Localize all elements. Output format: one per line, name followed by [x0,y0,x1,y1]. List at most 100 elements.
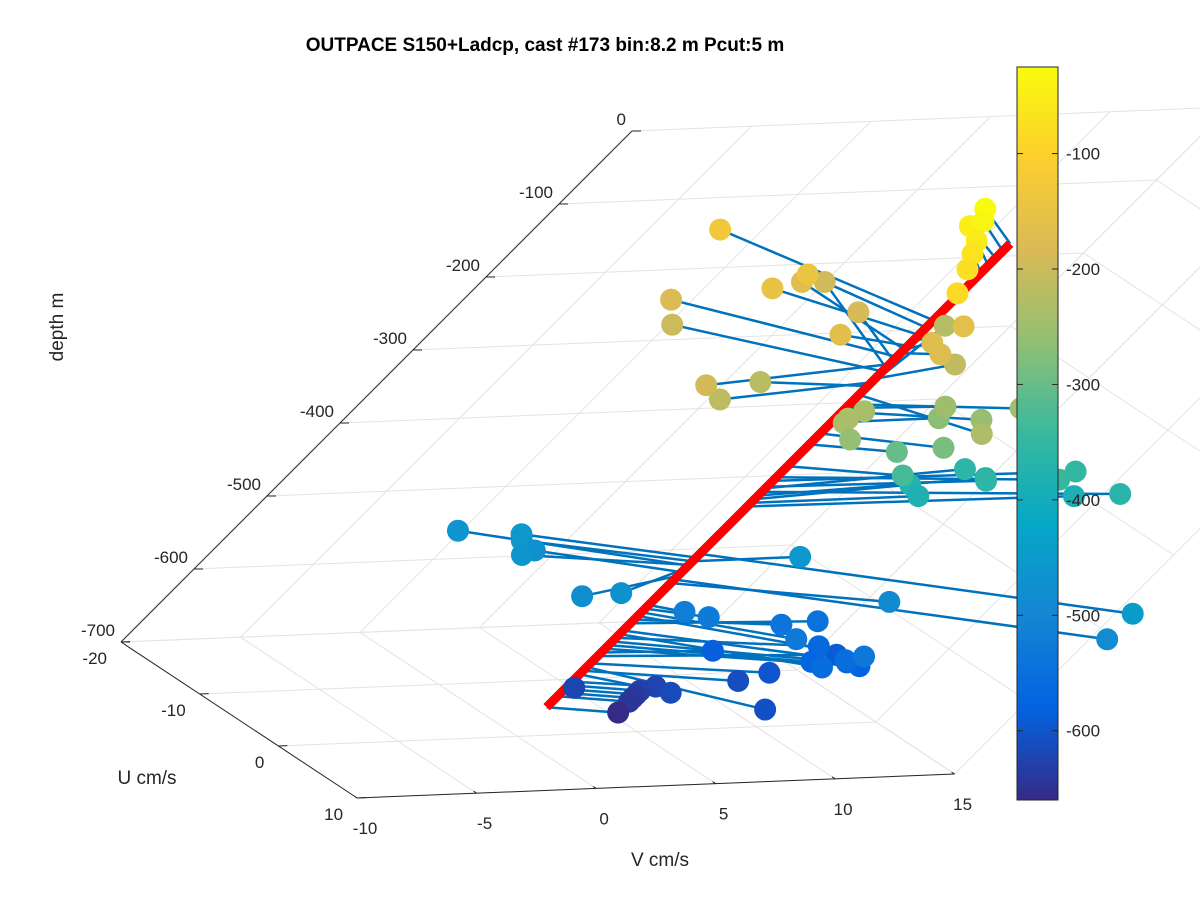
data-marker [789,545,812,568]
data-marker [1064,460,1087,483]
velocity-vector [670,581,890,604]
data-marker [761,277,784,300]
grid-line [718,617,955,775]
z-axis-line [120,130,633,643]
velocity-vector [546,705,619,714]
colorbar-tick-label: -300 [1066,375,1100,394]
data-marker [907,485,930,508]
data-marker [970,422,993,445]
x-tick-label: 10 [834,800,853,819]
data-marker [709,218,732,241]
colorbar-tick-label: -500 [1066,606,1100,625]
data-markers [446,197,1144,724]
velocity-vector [760,380,868,388]
data-marker [754,698,777,721]
grid-line [199,669,798,695]
data-marker [695,374,718,397]
data-marker [885,440,908,463]
data-marker [834,649,857,672]
data-marker [660,288,683,311]
velocity-vector [457,529,689,567]
data-marker [853,645,876,668]
data-marker [1121,602,1144,625]
data-marker [673,600,696,623]
velocity-vector [692,555,801,563]
data-marker [571,585,594,608]
velocity-vector [820,432,944,450]
data-marker [661,313,684,336]
grid-line [1156,179,1200,210]
data-marker [749,371,772,394]
data-marker [697,606,720,629]
grid-line [558,179,1157,205]
x-tick-label: -10 [353,819,378,838]
data-marker [932,436,955,459]
data-marker [785,628,808,651]
data-marker [956,258,979,281]
velocity-vector [670,298,898,359]
data-marker [708,388,731,411]
y-tick-label: 10 [324,805,343,824]
data-marker [953,458,976,481]
z-tick-label: 0 [617,110,626,129]
z-tick-label: -200 [446,256,480,275]
grid-line [954,527,1200,775]
velocity-vector [601,649,713,654]
velocity-vector [699,552,1133,615]
velocity-vector [581,574,679,598]
grid-line [875,397,1200,723]
x-tick-label: -5 [477,814,492,833]
data-marker [610,582,633,605]
velocity-vector [758,476,986,497]
y-tick-label: -10 [161,701,186,720]
y-axis-label: U cm/s [117,768,176,789]
data-marker [839,428,862,451]
colorbar-ticks: -100 -200 -300 -400 -500 -600 [1017,145,1100,741]
data-marker [832,412,855,434]
chart-title: OUTPACE S150+Ladcp, cast #173 bin:8.2 m … [306,35,785,56]
colorbar-tick-label: -400 [1066,491,1100,510]
grid-line [412,325,1011,351]
velocity-vector [823,281,888,369]
colorbar-frame [1016,66,1059,801]
data-marker [510,544,533,567]
velocity-vector [583,669,739,683]
data-marker [758,661,781,684]
velocity-vector [534,549,682,574]
data-marker [878,590,901,613]
data-marker [829,323,852,346]
data-marker [952,315,975,338]
colorbar-tick-label: -200 [1066,260,1100,279]
x-tick-mark [592,785,597,789]
z-tick-label: -300 [373,329,407,348]
z-axis-label: depth m [47,293,68,362]
data-marker [1109,483,1132,506]
velocity-vector [787,465,903,477]
data-marker [934,395,957,418]
grid-line [864,471,1101,629]
velocity-vector [874,363,956,380]
x-tick-mark [353,795,358,799]
x-tick-mark [473,790,477,794]
data-marker [972,210,995,233]
x-tick-label: 5 [719,805,728,824]
data-marker [813,270,836,293]
data-marker [446,519,469,542]
colorbar-tick-label: -600 [1066,722,1100,741]
z-tick-label: -700 [81,621,115,640]
data-marker [929,343,952,366]
grid-line [359,631,597,789]
data-marker [563,676,586,699]
velocity-vector [641,611,797,641]
data-marker [607,701,630,724]
y-tick-label: 0 [255,753,264,772]
axes-lines [120,130,955,799]
z-tick-label: -500 [227,475,261,494]
velocity-vector [765,467,966,490]
x-tick-label: 0 [599,809,608,828]
data-marker [933,314,956,337]
colorbar: -100 -200 -300 -400 -500 -600 [1016,66,1100,801]
grid-line [359,121,872,633]
velocity-vector [754,483,911,501]
